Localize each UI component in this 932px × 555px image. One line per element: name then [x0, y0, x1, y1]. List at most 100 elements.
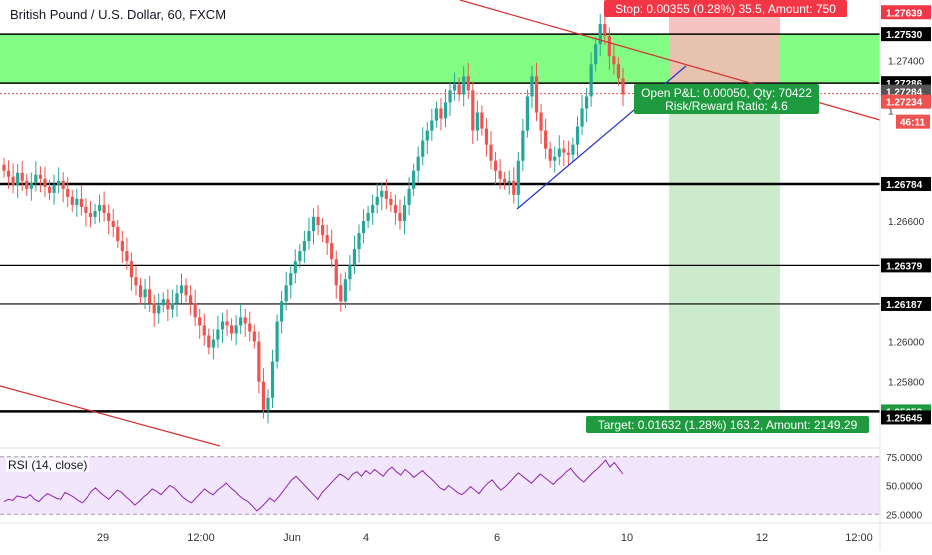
level3-badge-bg: [881, 296, 931, 311]
zone-top-badge-bg: [881, 27, 931, 42]
candle-body: [166, 299, 170, 310]
candle-body: [452, 84, 457, 91]
candle-body: [612, 56, 616, 65]
low-price-badge-bg: [881, 410, 931, 425]
price-tick-label: 1.26000: [888, 338, 925, 349]
candle-body: [448, 90, 452, 103]
candle-body: [252, 331, 256, 342]
rsi-tick-label: 25.0000: [886, 510, 923, 521]
rsi-line: [3, 459, 624, 512]
candle-body: [20, 172, 24, 181]
candle-body: [489, 144, 493, 161]
rsi-tick-label: 50.0000: [886, 482, 923, 493]
candle-body: [434, 108, 438, 121]
candle-body: [97, 204, 102, 211]
candle-body: [61, 180, 65, 189]
candle-body: [275, 321, 279, 362]
time-axis-label: 10: [621, 532, 633, 544]
candle-body: [398, 212, 402, 221]
candle-body: [530, 76, 534, 97]
candle-body: [179, 285, 184, 294]
candle-body: [148, 289, 152, 304]
candle-body: [11, 176, 15, 185]
level3-badge: 1.26187: [886, 300, 923, 311]
zone-top-badge: 1.27530: [886, 30, 923, 41]
chart-title: British Pound / U.S. Dollar, 60, FXCM: [8, 6, 229, 23]
candle-body: [157, 305, 161, 314]
candle-body: [348, 265, 352, 280]
candle-body: [289, 273, 293, 286]
candle-body: [225, 321, 229, 326]
candle-body: [270, 361, 275, 398]
candle-body: [70, 196, 74, 205]
countdown-bg: [896, 114, 930, 129]
time-axis-label: 29: [97, 532, 109, 544]
price-tick-label: 1.25800: [888, 378, 925, 389]
candle-body: [25, 180, 29, 189]
candle-body: [47, 186, 52, 193]
candle-body: [284, 285, 288, 302]
last-price-badge-bg: [881, 94, 931, 109]
candle-body: [493, 160, 498, 171]
candle-body: [598, 24, 602, 45]
time-axis-label: 12:00: [187, 532, 215, 544]
stop-label: Stop: 0.00355 (0.28%) 35.5, Amount: 750: [615, 2, 836, 16]
candle-body: [175, 293, 179, 304]
candle-body: [466, 76, 470, 91]
candle-body: [594, 44, 598, 65]
candle-body: [575, 126, 580, 145]
candle-body: [607, 36, 611, 57]
pnl-label-bg: [634, 84, 819, 114]
candle-body: [261, 381, 266, 410]
candle-body: [280, 301, 284, 322]
candle-body: [544, 130, 548, 149]
candle-body: [202, 325, 206, 336]
candle-body: [371, 204, 375, 213]
candle-body: [43, 178, 47, 187]
candle-body: [325, 235, 329, 244]
candle-body: [484, 128, 489, 145]
candle-body: [125, 251, 129, 262]
rsi-band: [0, 456, 880, 515]
candle-body: [93, 210, 97, 217]
candle-body: [234, 325, 238, 334]
candle-body: [211, 339, 215, 348]
candle-body: [143, 289, 147, 298]
candle-body: [407, 188, 411, 205]
candle-body: [66, 188, 70, 197]
candle-body: [307, 231, 311, 242]
pnl-label: Open P&L: 0.00050, Qty: 70422: [641, 86, 812, 100]
candle-body: [480, 112, 484, 129]
candle-body: [557, 148, 561, 157]
candle-body: [189, 295, 193, 304]
candle-body: [516, 160, 520, 195]
candle-body: [339, 285, 343, 302]
candle-body: [553, 156, 557, 161]
candle-body: [84, 206, 88, 213]
candle-body: [2, 164, 6, 171]
candle-body: [302, 241, 306, 252]
candle-body: [193, 303, 197, 318]
candle-body: [79, 198, 83, 207]
candle-body: [361, 220, 366, 234]
candle-body: [366, 212, 370, 221]
candle-body: [243, 317, 247, 324]
candle-body: [248, 323, 252, 332]
candle-body: [170, 303, 175, 310]
candle-body: [116, 227, 120, 242]
candle-body: [184, 285, 188, 296]
candle-body: [384, 190, 388, 199]
current-price-badge: 1.27284: [886, 88, 923, 99]
candle-body: [216, 329, 220, 340]
candle-body: [462, 76, 466, 95]
candle-body: [571, 144, 575, 155]
candle-body: [352, 249, 357, 266]
candle-body: [389, 198, 393, 205]
stop-price-badge-bg: [881, 5, 931, 20]
candle-body: [229, 325, 234, 334]
candle-body: [443, 102, 448, 119]
profit-target-region: [669, 83, 780, 412]
stop-label-bg: [604, 0, 847, 17]
